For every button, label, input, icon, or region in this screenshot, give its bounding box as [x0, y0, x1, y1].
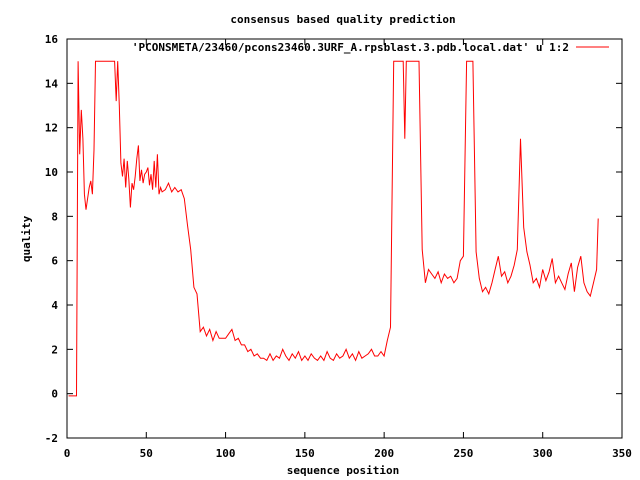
x-tick-label: 0	[64, 447, 71, 460]
y-axis-label: quality	[20, 215, 33, 262]
x-tick-label: 300	[533, 447, 553, 460]
axis-ticks: 0 50 100 150 200 250 300 350 -2 0 2 4 6 8 10 12 14 16	[45, 33, 632, 460]
y-tick-label: 8	[51, 210, 58, 223]
y-tick-label: 16	[45, 33, 59, 46]
y-tick-label: 2	[51, 343, 58, 356]
x-tick-label: 250	[453, 447, 473, 460]
x-tick-label: 200	[374, 447, 394, 460]
x-tick-label: 150	[295, 447, 315, 460]
series-layer	[68, 60, 599, 397]
x-tick-label: 50	[140, 447, 153, 460]
y-tick-label: 6	[51, 255, 58, 268]
plot-frame	[66, 38, 623, 439]
x-tick-label: 100	[216, 447, 236, 460]
y-tick-label: -2	[45, 432, 58, 445]
chart-title: consensus based quality prediction	[230, 13, 455, 26]
y-tick-label: 0	[51, 388, 58, 401]
x-tick-label: 350	[612, 447, 632, 460]
x-axis-label: sequence position	[287, 464, 400, 477]
y-tick-label: 10	[45, 166, 58, 179]
legend-label: 'PCONSMETA/23460/pcons23460.3URF_A.rpsbl…	[132, 41, 569, 54]
series-line-0	[68, 60, 599, 397]
y-tick-label: 4	[51, 299, 58, 312]
y-tick-label: 12	[45, 122, 58, 135]
legend: 'PCONSMETA/23460/pcons23460.3URF_A.rpsbl…	[132, 41, 609, 54]
y-tick-label: 14	[45, 77, 59, 90]
